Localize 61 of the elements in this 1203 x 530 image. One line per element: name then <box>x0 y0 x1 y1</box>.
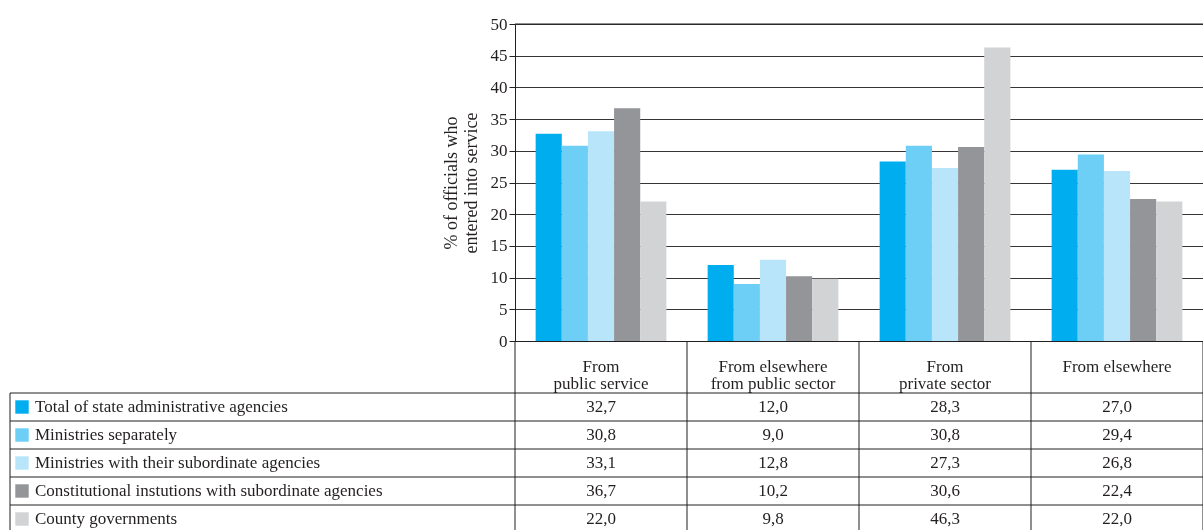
data-label: 12,8 <box>758 453 788 472</box>
data-label: 9,8 <box>762 509 784 528</box>
y-tick-label: 0 <box>499 331 508 351</box>
bar <box>1051 169 1078 341</box>
y-tick-label: 35 <box>490 109 508 129</box>
y-tick-label: 50 <box>490 14 508 34</box>
bar <box>707 264 734 341</box>
legend-label: Total of state administrative agencies <box>35 397 288 416</box>
y-tick-label: 20 <box>490 204 508 224</box>
bar <box>640 201 667 341</box>
y-axis-title: % of officials who entered into service <box>440 112 481 254</box>
data-label: 22,4 <box>1102 481 1133 500</box>
bar <box>561 145 588 341</box>
bar <box>587 131 615 341</box>
bar <box>535 133 562 341</box>
legend-label: Ministries with their subordinate agencies <box>35 453 321 472</box>
bar <box>958 147 985 341</box>
x-tick-label: From elsewhere <box>1062 357 1172 376</box>
bar <box>759 259 787 341</box>
bar <box>1077 154 1104 341</box>
data-label: 27,0 <box>1102 397 1132 416</box>
bar <box>1103 171 1131 341</box>
x-tick-label: From elsewhere from public sector <box>710 357 836 393</box>
data-label: 22,0 <box>1102 509 1132 528</box>
data-label: 26,8 <box>1102 453 1132 472</box>
bar <box>905 145 932 341</box>
data-label: 22,0 <box>586 509 616 528</box>
bar <box>984 47 1011 341</box>
data-label: 28,3 <box>930 397 960 416</box>
bar <box>1156 201 1183 341</box>
y-tick-label: 15 <box>490 236 508 256</box>
data-label: 46,3 <box>930 509 960 528</box>
legend-label: County governments <box>35 509 178 528</box>
bar <box>812 278 839 341</box>
data-label: 29,4 <box>1102 425 1133 444</box>
bar <box>614 108 641 341</box>
bar <box>879 161 906 341</box>
data-label: 32,7 <box>586 397 617 416</box>
data-label: 30,8 <box>930 425 960 444</box>
bar <box>931 167 959 341</box>
y-tick-label: 40 <box>490 77 508 97</box>
bar <box>1130 198 1157 341</box>
y-tick-label: 10 <box>490 268 508 288</box>
y-tick-label: 25 <box>490 173 508 192</box>
y-tick-label: 5 <box>499 299 508 319</box>
data-label: 30,8 <box>586 425 616 444</box>
data-label: 12,0 <box>758 397 788 416</box>
legend-label: Ministries separately <box>35 425 178 444</box>
data-label: 36,7 <box>586 481 617 500</box>
data-label: 30,6 <box>930 481 960 500</box>
data-label: 10,2 <box>758 481 788 500</box>
y-tick-label: 30 <box>490 141 508 161</box>
x-tick-label: From private sector <box>898 357 992 393</box>
bar <box>786 276 813 341</box>
legend-label: Constitutional instutions with subordinate agencies <box>35 481 383 500</box>
data-label: 9,0 <box>762 425 784 444</box>
x-tick-label: From public service <box>553 357 649 393</box>
data-label: 33,1 <box>586 453 616 472</box>
data-label: 27,3 <box>930 453 960 472</box>
y-tick-label: 45 <box>490 46 508 66</box>
bar <box>733 283 760 341</box>
